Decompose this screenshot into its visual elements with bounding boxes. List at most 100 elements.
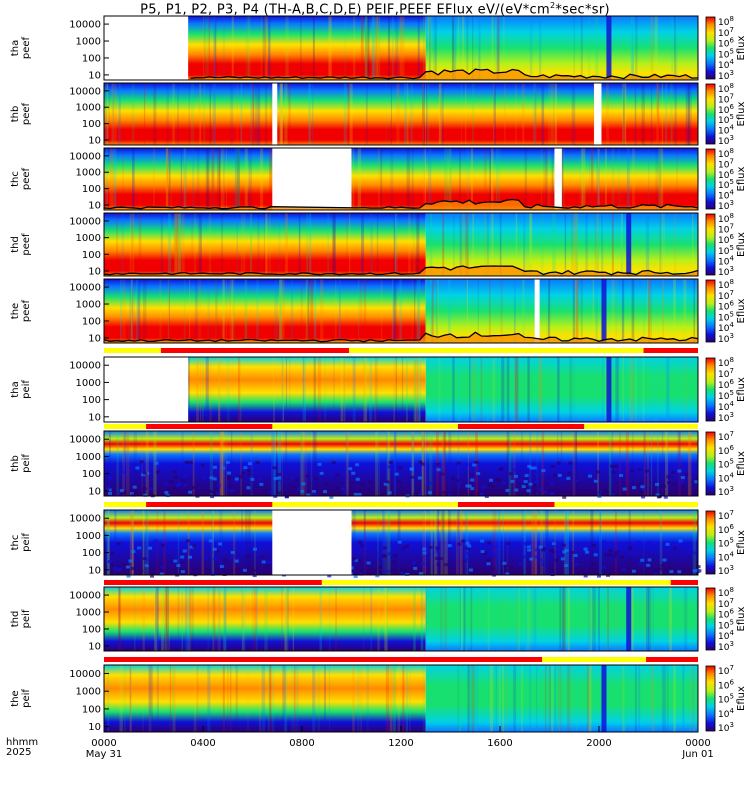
spectrum-streak (599, 510, 601, 575)
crossing-column (626, 213, 632, 276)
noise-pixel (521, 485, 526, 489)
spectrum-streak (453, 213, 455, 276)
spectrum-streak (137, 279, 141, 343)
spectrum-streak (448, 431, 452, 496)
spectrum-streak (502, 510, 505, 575)
spectrum-streak (522, 83, 525, 145)
noise-pixel (455, 479, 460, 483)
spectrum-streak (281, 431, 283, 496)
spectrum-streak (255, 83, 258, 145)
noise-pixel (483, 484, 488, 488)
scpot-line (103, 331, 699, 343)
noise-pixel (391, 569, 396, 573)
spectrum-streak (105, 148, 109, 210)
spectrum-streak (352, 357, 356, 422)
panel-label: peif (21, 454, 32, 473)
noise-pixel (153, 539, 158, 543)
spectrum-streak (334, 279, 337, 343)
noise-pixel (478, 544, 483, 548)
spectrum-streak (218, 357, 221, 422)
noise-pixel (568, 461, 573, 465)
noise-pixel (538, 487, 543, 491)
ephemeris-bar (104, 348, 698, 353)
ephemeris-bar (104, 502, 698, 507)
noise-pixel (462, 559, 467, 563)
spectrum-streak (180, 431, 184, 496)
spectrum-streak (677, 431, 681, 496)
spectrum-streak (416, 213, 420, 276)
spectrum-streak (651, 587, 654, 651)
spectrum-streak (411, 148, 414, 210)
noise-pixel (296, 487, 301, 491)
noise-pixel (400, 571, 405, 575)
spectrum-streak (127, 431, 129, 496)
spectrum-streak (480, 357, 483, 422)
noise-pixel (218, 542, 223, 546)
spectrum-streak (602, 213, 604, 276)
noise-pixel (509, 565, 514, 569)
spectrum-streak (436, 510, 440, 575)
colorbar (705, 83, 716, 145)
noise-pixel (420, 462, 425, 466)
spectrum-streak (275, 431, 278, 496)
colorbar (705, 148, 716, 210)
spectrum-streak (676, 431, 679, 496)
spectrum-streak (205, 357, 209, 422)
colorbar (705, 431, 716, 496)
noise-pixel (343, 490, 348, 494)
spectrum-streak (374, 357, 377, 422)
noise-pixel (301, 482, 306, 486)
spectrum-streak (611, 431, 614, 496)
spectrum-streak (165, 148, 169, 210)
noise-pixel (377, 552, 382, 556)
spectrum-streak (166, 83, 169, 145)
colorbar-tick-label: 105 (718, 693, 734, 706)
spectrum-streak (375, 431, 379, 496)
noise-pixel (354, 558, 359, 562)
noise-pixel (646, 563, 651, 567)
spectrum-streak (285, 213, 288, 276)
noise-pixel (442, 491, 447, 495)
spectrum-region-early (104, 587, 426, 651)
spectrum-streak (394, 279, 398, 343)
spectrum-streak (313, 357, 316, 422)
data-gap (272, 148, 352, 210)
noise-pixel (268, 490, 273, 494)
spectrum-streak (434, 16, 437, 80)
colorbar-tick-label: 104 (718, 400, 734, 413)
y-tick-label: 10000 (69, 283, 101, 294)
spectrum-streak (494, 16, 496, 80)
spectrum-streak (386, 431, 388, 496)
spectrum-streak (614, 510, 618, 575)
noise-pixel (632, 486, 637, 490)
spectrum-streak (562, 357, 565, 422)
spectrum-streak (468, 665, 472, 732)
colorbar-tick-label: 106 (718, 678, 734, 691)
noise-pixel (418, 460, 423, 464)
spectrum-streak (375, 16, 379, 80)
noise-pixel (658, 567, 663, 571)
noise-pixel (502, 482, 507, 486)
noise-pixel (535, 555, 540, 559)
noise-pixel (436, 563, 441, 567)
noise-pixel (351, 471, 356, 475)
noise-pixel (584, 550, 589, 554)
spectrum-streak (240, 83, 243, 145)
spectrum-streak (647, 279, 650, 343)
spectrum-streak (168, 587, 170, 651)
noise-pixel (447, 493, 452, 497)
spectrum-streak (628, 510, 631, 575)
panel-label: thb (10, 455, 21, 472)
spectrum-streak (661, 213, 665, 276)
y-tick-label: 10000 (69, 361, 101, 372)
noise-pixel (107, 476, 112, 480)
spectrum-streak (666, 357, 670, 422)
spectrum-streak (259, 148, 264, 210)
spectrum-streak (397, 16, 399, 80)
noise-pixel (381, 553, 386, 557)
spectrum-streak (563, 587, 566, 651)
spectrum-streak (129, 665, 132, 732)
colorbar-tick-label: 103 (718, 199, 734, 212)
noise-pixel (145, 557, 150, 561)
noise-pixel (511, 468, 516, 472)
